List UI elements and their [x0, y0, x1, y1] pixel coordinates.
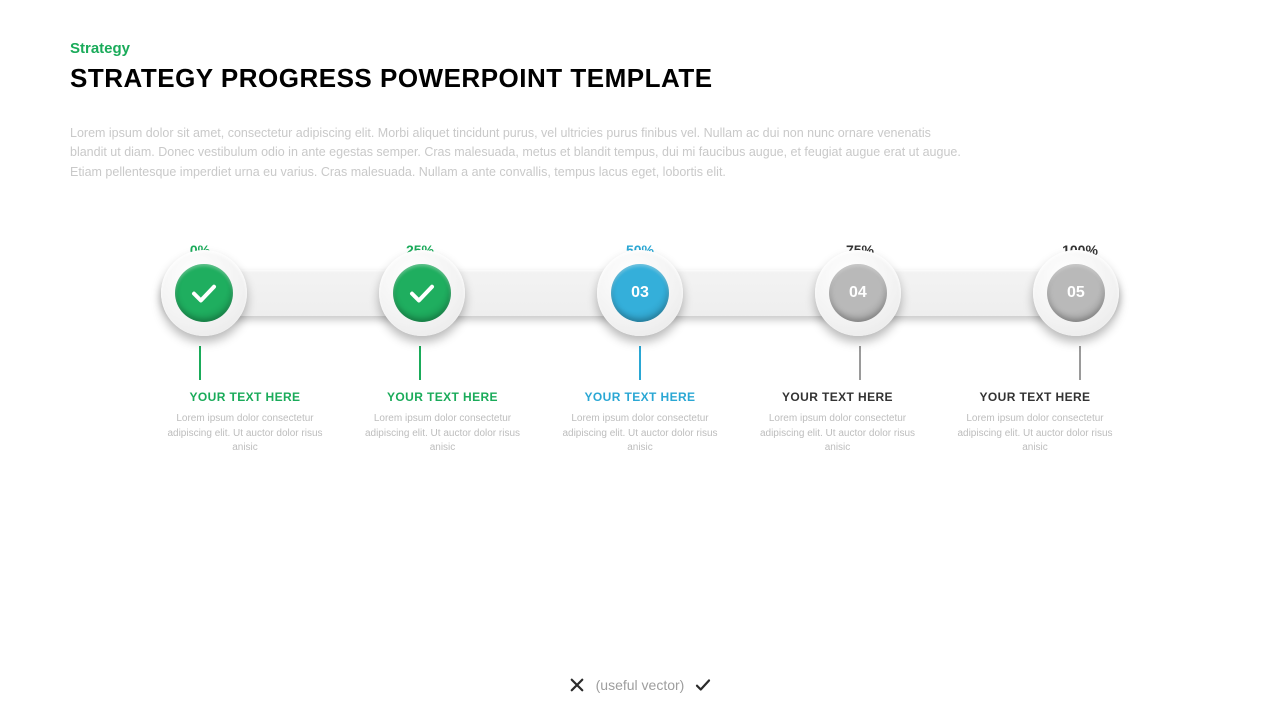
caption-title: YOUR TEXT HERE	[748, 390, 928, 404]
close-icon	[568, 676, 586, 694]
check-icon	[407, 278, 437, 308]
connector-line	[419, 346, 421, 380]
footer-text: (useful vector)	[596, 677, 685, 693]
caption-title: YOUR TEXT HERE	[550, 390, 730, 404]
connector-line	[199, 346, 201, 380]
caption-body: Lorem ipsum dolor consectetur adipiscing…	[155, 412, 335, 456]
page-title: STRATEGY PROGRESS POWERPOINT TEMPLATE	[70, 63, 1210, 94]
timeline-node	[161, 250, 247, 336]
timeline-track: 03 04 05	[161, 270, 1119, 316]
caption-title: YOUR TEXT HERE	[353, 390, 533, 404]
intro-paragraph: Lorem ipsum dolor sit amet, consectetur …	[70, 124, 970, 182]
check-icon	[189, 278, 219, 308]
caption-title: YOUR TEXT HERE	[155, 390, 335, 404]
connector-line	[1079, 346, 1081, 380]
caption-body: Lorem ipsum dolor consectetur adipiscing…	[550, 412, 730, 456]
timeline-node: 05	[1033, 250, 1119, 336]
node-number: 05	[1067, 284, 1085, 302]
footer-vectors: (useful vector)	[0, 676, 1280, 694]
connector-line	[859, 346, 861, 380]
progress-timeline: 0%25%50%75%100% 030405 YOUR TEXT HERELor…	[155, 242, 1125, 456]
node-number: 03	[631, 284, 649, 302]
timeline-node: 03	[597, 250, 683, 336]
connector-line	[639, 346, 641, 380]
timeline-node: 04	[815, 250, 901, 336]
category-label: Strategy	[70, 40, 1210, 57]
check-icon	[694, 676, 712, 694]
timeline-node	[379, 250, 465, 336]
caption-title: YOUR TEXT HERE	[945, 390, 1125, 404]
caption-body: Lorem ipsum dolor consectetur adipiscing…	[748, 412, 928, 456]
node-number: 04	[849, 284, 867, 302]
caption-body: Lorem ipsum dolor consectetur adipiscing…	[353, 412, 533, 456]
caption-body: Lorem ipsum dolor consectetur adipiscing…	[945, 412, 1125, 456]
